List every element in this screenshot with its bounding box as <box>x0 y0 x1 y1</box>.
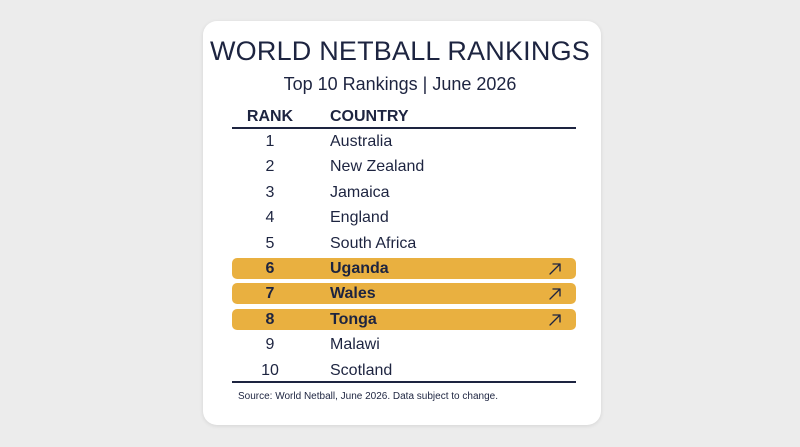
table-row: 8 Tonga <box>232 307 576 332</box>
table-row: 5 South Africa <box>232 231 576 256</box>
highlight-bar <box>232 257 576 279</box>
rank-cell: 3 <box>265 183 275 201</box>
footer-divider <box>232 381 576 383</box>
table-row: 6 Uganda <box>232 256 576 281</box>
rank-cell: 6 <box>265 259 275 277</box>
arrow-up-right-icon <box>549 288 561 300</box>
country-cell: South Africa <box>330 234 417 252</box>
country-cell: New Zealand <box>330 158 425 176</box>
country-cell: Wales <box>330 285 376 303</box>
table-row: 1 Australia <box>232 129 576 154</box>
arrow-up-right-icon <box>549 314 561 326</box>
rank-column-header: RANK <box>246 108 294 125</box>
rank-cell: 5 <box>265 234 275 252</box>
table-row: 10 Scotland <box>232 358 576 383</box>
arrow-up-right-icon <box>549 263 561 275</box>
highlight-bar <box>232 283 576 305</box>
country-cell: Jamaica <box>330 183 390 201</box>
table-row: 2 New Zealand <box>232 154 576 179</box>
rank-cell: 8 <box>265 310 275 328</box>
country-cell: England <box>330 209 389 227</box>
country-cell: Uganda <box>330 259 389 277</box>
rank-cell: 2 <box>265 158 275 176</box>
table-row: 3 Jamaica <box>232 180 576 205</box>
table-row: 7 Wales <box>232 281 576 306</box>
country-cell: Australia <box>330 133 393 150</box>
rankings-table: 1 Australia 2 New Zealand 3 Jamaica 4 England 5 S… <box>232 129 576 383</box>
header-divider <box>232 127 576 129</box>
rank-cell: 9 <box>265 336 275 354</box>
page-subtitle: Top 10 Rankings | June 2026 <box>283 74 517 94</box>
country-cell: Scotland <box>330 361 393 379</box>
table-row: 4 England <box>232 205 576 230</box>
table-row: 9 Malawi <box>232 332 576 357</box>
rank-cell: 7 <box>265 285 275 303</box>
country-column-header: COUNTRY <box>330 108 409 125</box>
rank-cell: 4 <box>265 209 275 227</box>
rank-cell: 1 <box>265 133 275 150</box>
country-cell: Tonga <box>330 310 377 328</box>
rank-cell: 10 <box>261 361 279 379</box>
highlight-bar <box>232 308 576 330</box>
rankings-card <box>203 21 601 425</box>
page-title: WORLD NETBALL RANKINGS <box>210 36 590 66</box>
source-note: Source: World Netball, June 2026. Data s… <box>238 391 498 402</box>
country-cell: Malawi <box>330 336 380 354</box>
